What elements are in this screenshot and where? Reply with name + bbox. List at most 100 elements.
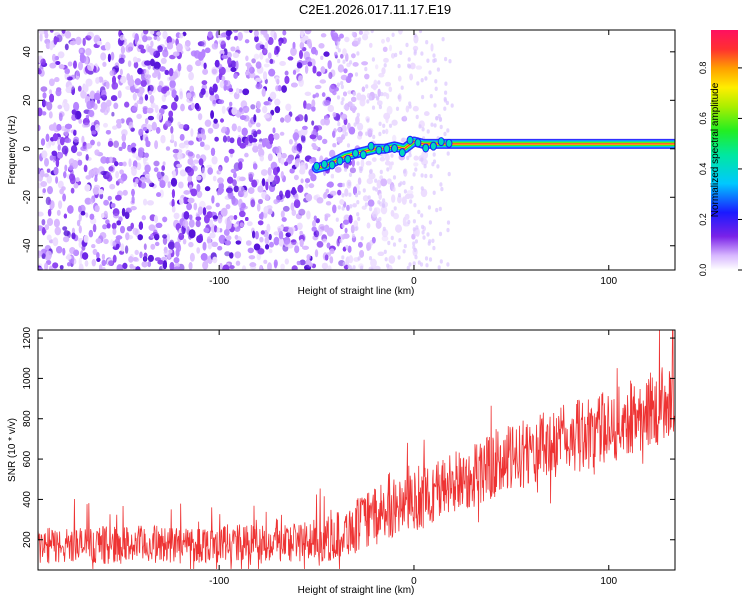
spectrogram-cell — [341, 193, 345, 198]
spectrogram-cell — [241, 265, 247, 270]
spectrogram-cell — [138, 44, 145, 50]
spectrogram-cell — [267, 208, 273, 215]
spectrogram-cell — [255, 122, 261, 128]
spectrogram-cell — [283, 236, 291, 245]
spectrogram-cell — [237, 32, 243, 41]
spectrogram-cell — [260, 211, 264, 220]
spectrogram-cell — [371, 105, 376, 110]
spectrogram-cell — [280, 117, 285, 123]
spectrogram-cell — [63, 213, 67, 219]
spectrogram-cell — [412, 241, 416, 246]
spectrogram-cell — [73, 60, 77, 69]
spectrogram-cell — [395, 224, 402, 233]
spectrogram-cell — [51, 150, 58, 156]
spectrogram-cell — [225, 30, 232, 37]
spectrogram-cell — [264, 78, 268, 85]
frequency-trace-blob — [445, 138, 453, 148]
spectrogram-cell — [180, 103, 185, 112]
spectrogram-cell — [300, 178, 304, 184]
spectrogram-cell — [109, 156, 113, 163]
spectrogram-cell — [421, 127, 425, 132]
spectrogram-cell — [399, 50, 403, 55]
spectrogram-cell — [196, 184, 201, 192]
spectrogram-cell — [260, 30, 268, 35]
spectrogram-cell — [387, 240, 391, 246]
spectrogram-cell — [168, 67, 174, 77]
spectrogram-cell — [436, 164, 440, 169]
spectrogram-cell — [196, 235, 204, 244]
spectrogram-cell — [197, 113, 203, 121]
spectrogram-cell — [115, 171, 119, 179]
spectrogram-cell — [344, 131, 348, 137]
spectrogram-cell — [369, 206, 373, 212]
spectrogram-cell — [415, 114, 419, 120]
spectrogram-cell — [110, 203, 116, 208]
spectrogram-cell — [267, 262, 272, 270]
spectrogram-cell — [240, 202, 246, 209]
spectrogram-cell — [299, 230, 303, 236]
spectrogram-cell — [41, 253, 46, 259]
spectrogram-cell — [367, 128, 373, 138]
spectrogram-cell — [339, 33, 344, 39]
spectrogram-cell — [377, 200, 381, 205]
spectrogram-cell — [103, 210, 108, 218]
spectrogram-cell — [350, 224, 355, 234]
spectrogram-cell — [221, 126, 227, 133]
spectrogram-cell — [49, 265, 53, 270]
spectrogram-cell — [55, 158, 60, 168]
spectrogram-cell — [63, 99, 68, 104]
spectrogram-cell — [424, 111, 430, 116]
spectrogram-cell — [200, 141, 205, 147]
spectrogram-cell — [153, 167, 159, 173]
spectrogram-cell — [378, 131, 382, 137]
spectrogram-cell — [248, 255, 256, 260]
spectrogram-cell — [412, 172, 416, 177]
spectrogram-cell — [313, 215, 317, 221]
spectrogram-cell — [62, 193, 66, 202]
spectrogram-cell — [226, 135, 231, 143]
spectrogram-cell — [144, 175, 150, 183]
spectrogram-cell — [359, 250, 364, 258]
spectrogram-cell — [212, 122, 220, 129]
spectrogram-cell — [38, 225, 44, 231]
spectrogram-cell — [78, 205, 82, 213]
spectrogram-cell — [162, 236, 168, 245]
spectrogram-cell — [311, 46, 317, 55]
spectrogram-cell — [113, 140, 119, 148]
spectrogram-cell — [334, 51, 338, 57]
spectrogram-y-tick-label: 20 — [22, 94, 33, 106]
spectrogram-cell — [146, 76, 151, 86]
spectrogram-cell — [224, 240, 231, 246]
spectrogram-cell — [67, 205, 74, 214]
spectrogram-cell — [360, 236, 364, 241]
spectrogram-cell — [70, 187, 75, 194]
spectrogram-cell — [390, 209, 395, 217]
spectrogram-cell — [101, 94, 107, 101]
spectrogram-cell — [153, 160, 160, 167]
spectrogram-cell — [47, 218, 53, 226]
spectrogram-cell — [312, 65, 317, 74]
spectrogram-cell — [100, 170, 107, 175]
spectrogram-cell — [279, 61, 286, 66]
spectrogram-cell — [233, 172, 237, 179]
spectrogram-cell — [352, 91, 357, 96]
spectrogram-cell — [112, 125, 118, 130]
spectrogram-cell — [154, 233, 160, 241]
spectrogram-cell — [89, 90, 96, 100]
spectrogram-cell — [141, 215, 146, 221]
spectrogram-cell — [385, 160, 391, 166]
spectrogram-cell — [59, 265, 64, 270]
spectrogram-cell — [255, 77, 262, 82]
spectrogram-cell — [432, 190, 436, 195]
spectrogram-cell — [245, 217, 249, 221]
spectrogram-cell — [78, 61, 83, 71]
spectrogram-cell — [80, 210, 86, 216]
spectrogram-cell — [433, 103, 437, 108]
spectrogram-cell — [150, 243, 156, 250]
spectrogram-cell — [256, 100, 261, 109]
spectrogram-cell — [231, 107, 238, 116]
spectrogram-cell — [356, 51, 360, 56]
spectrogram-cell — [354, 72, 359, 77]
spectrogram-cell — [304, 30, 312, 35]
spectrogram-cell — [45, 42, 51, 50]
